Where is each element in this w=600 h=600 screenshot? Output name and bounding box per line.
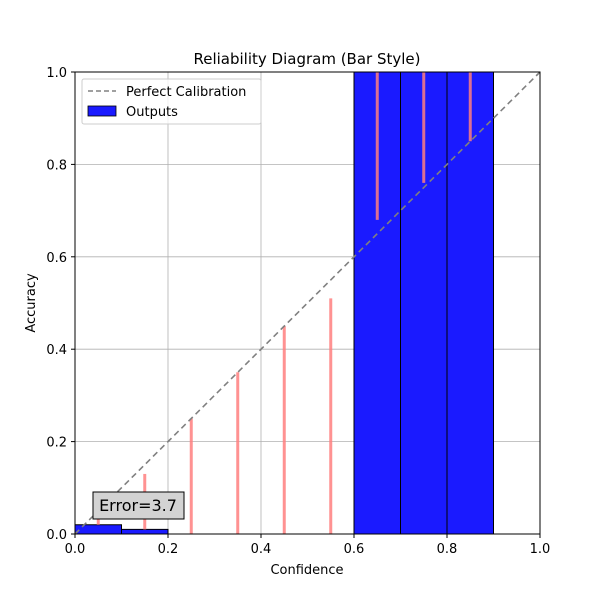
output-bar: [446, 71, 494, 535]
legend-entry-perfect-calibration: Perfect Calibration: [126, 85, 246, 100]
legend-bar-swatch: [87, 105, 117, 117]
y-tick-label: 0.0: [46, 528, 67, 543]
x-tick-label: 0.0: [65, 542, 86, 557]
x-axis-label: Confidence: [270, 563, 343, 578]
x-tick-label: 0.6: [344, 542, 365, 557]
plot-frame: [74, 71, 541, 535]
legend: Perfect Calibration Outputs: [81, 78, 262, 125]
x-tick-label: 0.2: [158, 542, 179, 557]
x-tick-label: 1.0: [530, 542, 551, 557]
x-tick-label: 0.4: [251, 542, 272, 557]
legend-entry-outputs: Outputs: [126, 105, 178, 120]
output-bar: [121, 528, 169, 535]
y-tick-label: 1.0: [46, 66, 67, 81]
x-tick-label: 0.8: [437, 542, 458, 557]
error-annotation: Error=3.7: [92, 491, 185, 520]
y-tick-label: 0.4: [46, 343, 67, 358]
error-annotation-box: [92, 491, 185, 520]
y-tick-label: 0.2: [46, 436, 67, 451]
y-tick-label: 0.6: [46, 251, 67, 266]
y-tick-label: 0.8: [46, 158, 67, 173]
error-annotation-text: Error=3.7: [99, 496, 177, 515]
y-axis-label: Accuracy: [24, 273, 39, 333]
axis-ticks: 0.0 0.2 0.4 0.6 0.8 1.0 0.0 0.2 0.4 0.6 0.8 1.0: [46, 66, 550, 557]
legend-box: [81, 78, 262, 125]
chart-title: Reliability Diagram (Bar Style): [193, 50, 420, 68]
